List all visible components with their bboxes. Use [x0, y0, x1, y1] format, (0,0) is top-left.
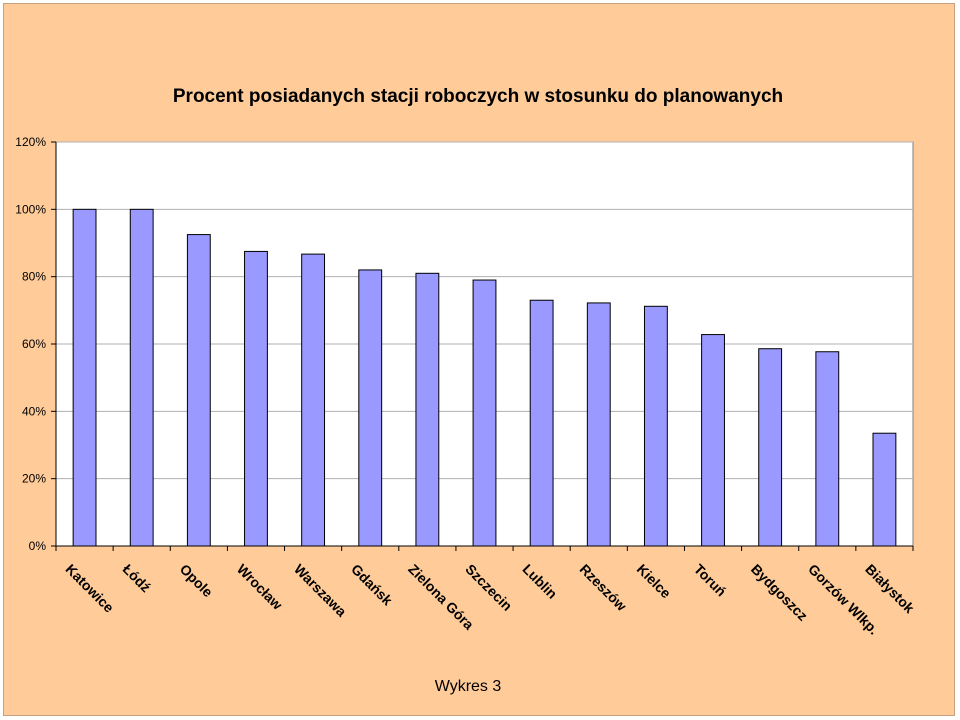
x-tick-label: Kielce [634, 561, 675, 602]
bar [815, 351, 840, 547]
bar [358, 269, 383, 547]
bar [872, 432, 897, 547]
bar [72, 208, 97, 547]
bar [472, 279, 497, 547]
x-tick-label: Bydgoszcz [748, 561, 811, 624]
x-tick-label: Toruń [691, 561, 730, 600]
x-tick-label: Warszawa [291, 561, 350, 620]
y-tick-label: 120% [15, 135, 46, 149]
chart-frame: Procent posiadanych stacji roboczych w s… [3, 3, 955, 716]
x-tick-label: Białystok [862, 561, 917, 616]
bar [643, 305, 668, 547]
bar [186, 234, 211, 547]
bar [529, 299, 554, 547]
x-tick-label: Lublin [520, 561, 561, 602]
bar [415, 272, 440, 547]
y-tick-label: 60% [22, 337, 46, 351]
bar [129, 208, 154, 547]
x-tick-label: Szczecin [462, 561, 515, 614]
chart-title: Procent posiadanych stacji roboczych w s… [173, 86, 783, 107]
bar-chart: Procent posiadanych stacji roboczych w s… [15, 86, 917, 695]
bar [586, 302, 611, 547]
x-tick-label: Rzeszów [577, 561, 630, 614]
x-tick-label: Gdańsk [348, 561, 396, 609]
y-tick-label: 40% [22, 404, 46, 418]
y-tick-label: 100% [15, 202, 46, 216]
y-tick-label: 80% [22, 270, 46, 284]
bar [701, 334, 725, 547]
x-tick-label: Wrocław [234, 561, 286, 613]
bar [758, 348, 783, 547]
bar [244, 250, 268, 547]
chart-caption: Wykres 3 [435, 678, 502, 695]
bar [301, 253, 326, 547]
x-tick-label: Łódź [120, 561, 154, 595]
y-tick-label: 0% [29, 539, 47, 553]
y-tick-label: 20% [22, 472, 46, 486]
x-tick-label: Katowice [62, 561, 117, 616]
plot-area: 0% 20% 40% 60% 80% 100% 120% Katowice Łódź Opole W… [15, 135, 917, 638]
x-tick-label: Opole [177, 561, 217, 601]
